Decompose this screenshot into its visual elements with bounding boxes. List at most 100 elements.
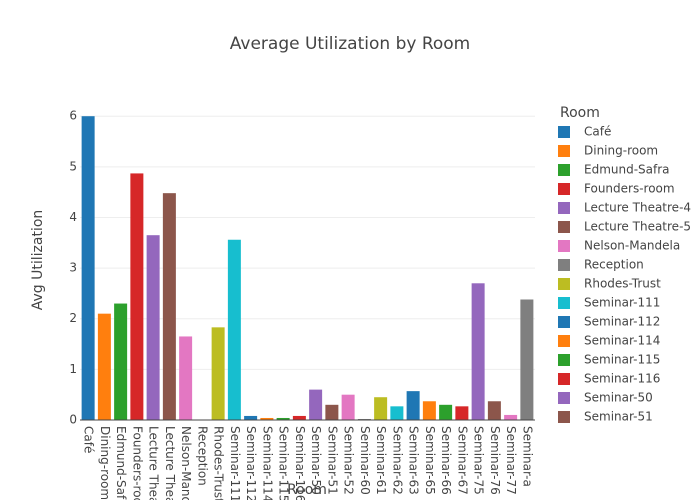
legend-swatch bbox=[558, 126, 570, 138]
x-tick-label: Seminar-a bbox=[520, 426, 534, 487]
legend-swatch bbox=[558, 259, 570, 271]
bar bbox=[422, 401, 436, 420]
legend-label: Edmund-Safra bbox=[584, 163, 670, 177]
x-axis-title: Room bbox=[287, 482, 327, 498]
legend-swatch bbox=[558, 392, 570, 404]
x-tick-label: Seminar-62 bbox=[390, 426, 404, 495]
bar bbox=[374, 397, 388, 420]
x-tick-label: Seminar-66 bbox=[439, 426, 453, 495]
legend-label: Seminar-61 bbox=[584, 467, 653, 481]
legend-label: Café bbox=[584, 125, 611, 139]
x-tick-label: Founders-room bbox=[130, 426, 144, 500]
legend-swatch bbox=[558, 183, 570, 195]
legend-swatch bbox=[558, 449, 570, 461]
bar bbox=[487, 401, 501, 420]
bar bbox=[504, 414, 518, 420]
legend-label: Seminar-60 bbox=[584, 448, 653, 462]
bar bbox=[162, 193, 176, 420]
x-tick-label: Lecture Theatre-4 bbox=[147, 426, 161, 500]
legend-swatch bbox=[558, 335, 570, 347]
legend-label: Seminar-115 bbox=[584, 353, 660, 367]
legend-swatch bbox=[558, 145, 570, 157]
x-tick-label: Seminar-60 bbox=[358, 426, 372, 495]
legend-swatch bbox=[558, 468, 570, 480]
bar bbox=[520, 299, 534, 420]
y-axis-title: Avg Utilization bbox=[30, 210, 46, 311]
bar bbox=[244, 415, 258, 420]
legend-label: Seminar-111 bbox=[584, 296, 660, 310]
x-tick-label: Dining-room bbox=[98, 426, 112, 500]
bar bbox=[357, 418, 371, 420]
bar bbox=[130, 173, 144, 420]
x-tick-label: Lecture Theatre-5 bbox=[163, 426, 177, 500]
x-tick-label: Rhodes-Trust bbox=[212, 426, 226, 500]
legend-label: Dining-room bbox=[584, 144, 658, 158]
bar bbox=[211, 327, 225, 420]
legend-label: Seminar-62 bbox=[584, 486, 653, 500]
legend-swatch bbox=[558, 240, 570, 252]
y-tick-label: 0 bbox=[69, 413, 77, 427]
x-tick-label: Seminar-63 bbox=[407, 426, 421, 495]
legend-swatch bbox=[558, 430, 570, 442]
legend-label: Founders-room bbox=[584, 182, 675, 196]
legend-swatch bbox=[558, 297, 570, 309]
bar bbox=[325, 404, 339, 420]
x-tick-label: Seminar-116 bbox=[293, 426, 307, 500]
bar bbox=[114, 303, 128, 420]
bar bbox=[179, 336, 193, 420]
x-tick-label: Seminar-75 bbox=[472, 426, 486, 495]
bar bbox=[471, 283, 485, 420]
legend-swatch bbox=[558, 373, 570, 385]
bar bbox=[406, 391, 420, 420]
legend-label: Seminar-51 bbox=[584, 410, 653, 424]
legend-swatch bbox=[558, 411, 570, 423]
legend-swatch bbox=[558, 278, 570, 290]
legend-swatch bbox=[558, 221, 570, 233]
legend-label: Seminar-112 bbox=[584, 315, 660, 329]
y-tick-label: 3 bbox=[69, 261, 77, 275]
bar bbox=[309, 389, 323, 420]
bar bbox=[97, 313, 111, 420]
bar bbox=[276, 417, 290, 420]
bar bbox=[390, 406, 404, 420]
y-tick-label: 5 bbox=[69, 159, 77, 173]
y-tick-label: 2 bbox=[69, 311, 77, 325]
x-tick-label: Reception bbox=[195, 426, 209, 486]
legend-label: Seminar-114 bbox=[584, 334, 660, 348]
x-tick-label: Seminar-115 bbox=[277, 426, 291, 500]
legend-label: Lecture Theatre-4 bbox=[584, 201, 691, 215]
x-tick-label: Seminar-65 bbox=[423, 426, 437, 495]
x-tick-label: Seminar-50 bbox=[309, 426, 323, 495]
x-tick-label: Seminar-67 bbox=[455, 426, 469, 495]
legend-label: Nelson-Mandela bbox=[584, 239, 680, 253]
bar bbox=[146, 235, 160, 420]
legend-swatch bbox=[558, 487, 570, 499]
x-tick-label: Seminar-114 bbox=[260, 426, 274, 500]
legend: Café Dining-room Edmund-Safra Founders-room… bbox=[558, 125, 691, 500]
legend-swatch bbox=[558, 354, 570, 366]
bar bbox=[341, 394, 355, 420]
legend-label: Rhodes-Trust bbox=[584, 277, 661, 291]
legend-label: Seminar-116 bbox=[584, 372, 660, 386]
x-tick-label: Nelson-Mandela bbox=[179, 426, 193, 500]
legend-label: Lecture Theatre-5 bbox=[584, 220, 691, 234]
bar bbox=[455, 406, 469, 420]
y-tick-label: 1 bbox=[69, 362, 77, 376]
bar bbox=[227, 239, 241, 420]
bar bbox=[81, 116, 95, 421]
x-tick-label: Seminar-77 bbox=[504, 426, 518, 495]
x-tick-label: Seminar-111 bbox=[228, 426, 242, 500]
y-tick-label: 6 bbox=[69, 109, 77, 123]
y-tick-label: 4 bbox=[69, 210, 77, 224]
x-tick-label: Seminar-76 bbox=[488, 426, 502, 495]
legend-title: Room bbox=[560, 105, 600, 121]
chart-title: Average Utilization by Room bbox=[230, 34, 470, 54]
legend-label: Reception bbox=[584, 258, 644, 272]
x-tick-label: Seminar-61 bbox=[374, 426, 388, 495]
bar bbox=[260, 417, 274, 420]
x-tick-label: Seminar-52 bbox=[342, 426, 356, 495]
bar bbox=[292, 415, 306, 420]
legend-swatch bbox=[558, 164, 570, 176]
x-tick-label: Seminar-51 bbox=[325, 426, 339, 495]
